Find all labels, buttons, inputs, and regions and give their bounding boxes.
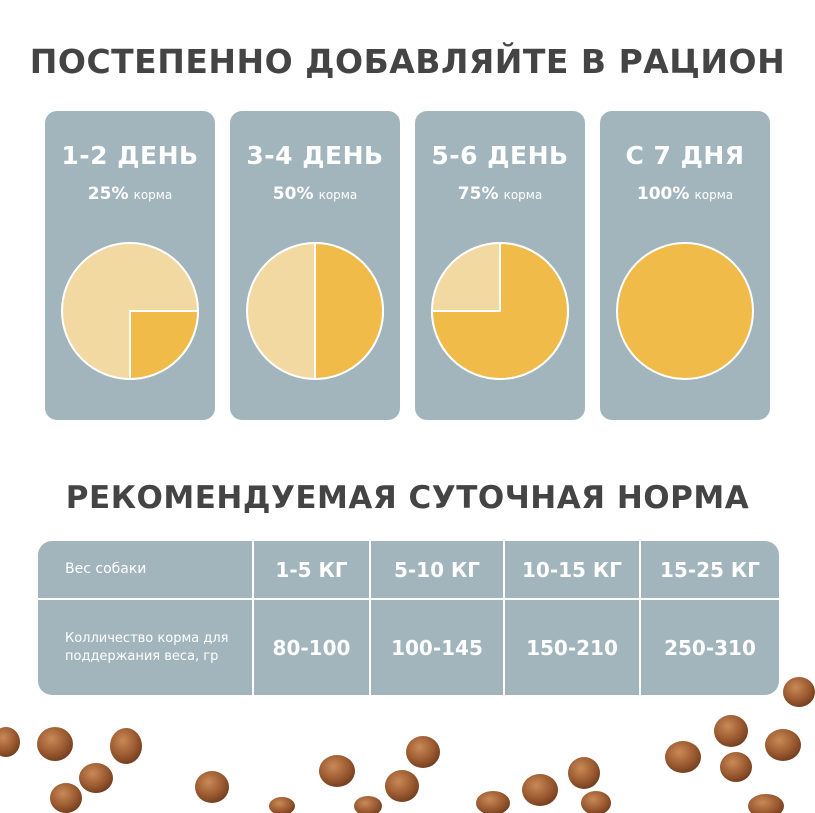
row-amount-label: Колличество корма для поддержания веса, … — [65, 631, 229, 664]
weight-cell: 15-25 КГ — [659, 557, 761, 582]
weight-cell: 5-10 КГ — [393, 557, 481, 582]
stage-pie-chart — [431, 242, 569, 380]
amount-cell: 250-310 — [664, 635, 756, 660]
stage-unit: корма — [694, 188, 734, 202]
stage-day: 1-2 ДЕНЬ — [61, 141, 199, 170]
kibble-icon — [783, 677, 815, 707]
stage-day: 5-6 ДЕНЬ — [431, 141, 569, 170]
weight-cell: 10-15 КГ — [521, 557, 623, 582]
stage-card-3: 5-6 ДЕНЬ 75% корма — [415, 111, 585, 420]
stage-percent: 100% — [636, 184, 690, 204]
amount-cell: 150-210 — [526, 635, 618, 660]
kibble-icon — [110, 728, 142, 764]
stage-percent: 25% — [87, 184, 129, 204]
row-weight-label: Вес собаки — [65, 561, 147, 578]
table-divider — [639, 541, 641, 695]
kibble-icon — [765, 729, 801, 761]
table-divider — [369, 541, 371, 695]
table-divider — [38, 598, 779, 600]
stage-unit: корма — [133, 188, 173, 202]
kibble-icon — [385, 770, 419, 802]
kibble-icon — [354, 796, 382, 813]
stages-heading: ПОСТЕПЕННО ДОБАВЛЯЙТЕ В РАЦИОН — [29, 42, 786, 81]
stage-card-2: 3-4 ДЕНЬ 50% корма — [230, 111, 400, 420]
kibble-icon — [79, 763, 113, 793]
kibble-icon — [665, 741, 701, 773]
amount-cell: 100-145 — [391, 635, 483, 660]
amount-cell: 80-100 — [272, 635, 351, 660]
norm-heading: РЕКОМЕНДУЕМАЯ СУТОЧНАЯ НОРМА — [65, 480, 750, 516]
kibble-icon — [714, 715, 748, 747]
kibble-icon — [50, 783, 82, 813]
kibble-icon — [37, 727, 73, 761]
kibble-icon — [581, 791, 611, 813]
stage-percent: 75% — [457, 184, 499, 204]
stage-card-4: С 7 ДНЯ 100% корма — [600, 111, 770, 420]
stage-percent: 50% — [272, 184, 314, 204]
stage-unit: корма — [318, 188, 358, 202]
feeding-table: Вес собаки 1-5 КГ 5-10 КГ 10-15 КГ 15-25… — [38, 541, 779, 695]
stage-pie-chart — [61, 242, 199, 380]
kibble-icon — [748, 794, 784, 813]
kibble-icon — [319, 755, 355, 787]
kibble-icon — [476, 791, 510, 813]
pie-slice-new — [314, 242, 384, 380]
stage-pie-chart — [616, 242, 754, 380]
kibble-icon — [522, 774, 558, 806]
pie-slice-new — [616, 242, 754, 380]
stage-day: 3-4 ДЕНЬ — [246, 141, 384, 170]
kibble-icon — [406, 736, 440, 768]
kibble-icon — [195, 771, 229, 803]
stage-card-1: 1-2 ДЕНЬ 25% корма — [45, 111, 215, 420]
kibble-icon — [568, 757, 600, 789]
kibble-icon — [0, 727, 20, 757]
table-divider — [503, 541, 505, 695]
stage-day: С 7 ДНЯ — [625, 141, 745, 170]
pie-slice-new — [431, 242, 569, 380]
table-divider — [252, 541, 254, 695]
weight-cell: 1-5 КГ — [275, 557, 348, 582]
kibble-icon — [720, 752, 752, 782]
kibble-icon — [269, 797, 295, 813]
stage-unit: корма — [503, 188, 543, 202]
pie-slice-new — [129, 310, 199, 380]
stage-pie-chart — [246, 242, 384, 380]
